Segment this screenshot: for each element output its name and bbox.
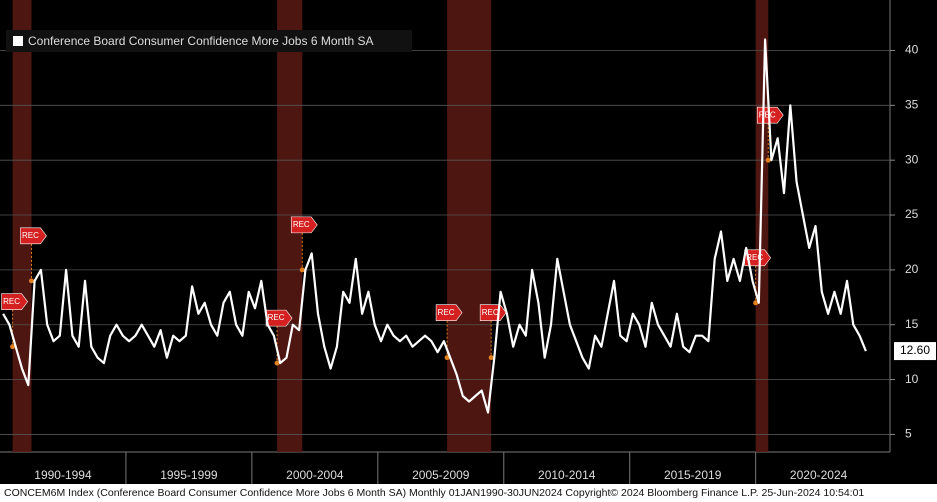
y-tick-label: 10 [905,372,919,386]
x-tick-label: 2010-2014 [538,468,596,482]
rec-dot [488,355,494,361]
y-tick-label: 40 [905,43,919,57]
rec-flag [265,309,293,327]
rec-dot [765,157,771,163]
x-tick-label: 1990-1994 [34,468,92,482]
rec-label: REC [22,231,39,240]
y-tick-label: 20 [905,262,919,276]
rec-flag [290,216,318,234]
rec-flag [20,227,47,245]
rec-label: REC [759,110,776,119]
rec-label: REC [482,308,499,317]
rec-dot [299,267,305,273]
rec-dot [10,344,16,350]
rec-label: REC [3,297,20,306]
rec-dot [28,278,34,284]
footer-background [0,484,937,502]
y-tick-label: 30 [905,152,919,166]
x-tick-label: 2015-2019 [664,468,722,482]
y-tick-label: 35 [905,97,919,111]
rec-dot [444,355,450,361]
legend-label: Conference Board Consumer Confidence Mor… [28,34,374,48]
rec-flag [744,249,772,267]
x-tick-label: 1995-1999 [160,468,218,482]
rec-flag [1,293,28,310]
rec-label: REC [746,253,763,262]
legend-box [6,30,412,52]
y-tick-label: 5 [905,427,912,441]
series-line [2,38,867,414]
rec-label: REC [268,313,285,322]
last-value-box [894,342,936,361]
recession-band [447,0,492,452]
rec-dot [274,360,280,366]
y-tick-label: 25 [905,207,919,221]
last-value-label: 12.60 [900,343,930,357]
x-tick-label: 2005-2009 [412,468,470,482]
rec-label: REC [293,220,310,229]
footer: CONCEM6M Index (Conference Board Consume… [4,487,864,499]
y-tick-label: 15 [905,317,919,331]
legend-swatch [13,36,23,46]
rec-flag [435,304,463,321]
x-tick-label: 2000-2004 [286,468,344,482]
rec-dot [753,300,759,306]
rec-label: REC [438,308,455,317]
x-tick-label: 2020-2024 [790,468,848,482]
legend: Conference Board Consumer Confidence Mor… [6,30,412,52]
recession-band [12,0,32,452]
